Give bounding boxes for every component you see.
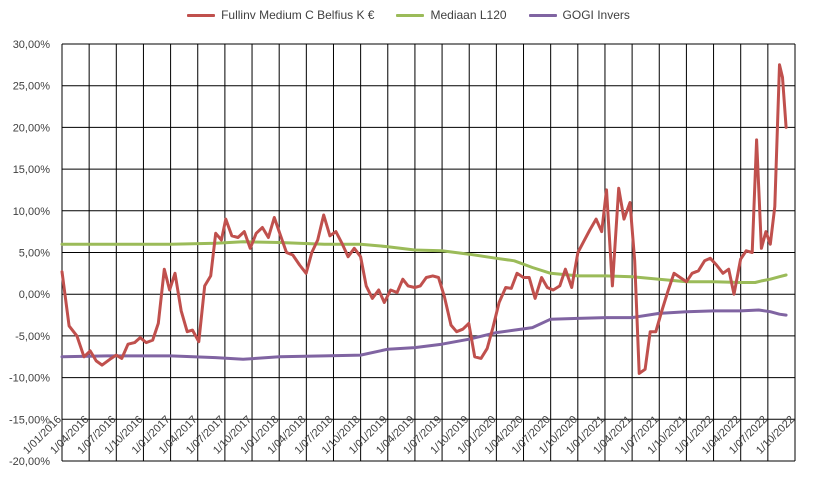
y-tick-label: 15,00% xyxy=(13,164,51,176)
y-tick-label: 10,00% xyxy=(13,206,51,218)
x-axis-labels: 1/01/20161/04/20161/07/20161/10/20161/01… xyxy=(21,414,797,457)
y-tick-label: 5,00% xyxy=(19,248,50,260)
y-tick-label: 20,00% xyxy=(13,122,51,134)
y-tick-label: -20,00% xyxy=(9,456,50,468)
legend-swatch-mediaan xyxy=(396,13,425,17)
y-tick-label: 25,00% xyxy=(13,81,51,93)
legend-swatch-fullinv xyxy=(187,13,216,17)
series-line-2 xyxy=(60,308,788,361)
legend-label-mediaan: Mediaan L120 xyxy=(430,8,507,22)
series-lines xyxy=(60,63,788,375)
legend-label-fullinv: Fullinv Medium C Belfius K € xyxy=(221,8,375,22)
legend-swatch-gogi xyxy=(528,13,557,17)
legend: Fullinv Medium C Belfius K € Mediaan L12… xyxy=(0,6,817,24)
horizontal-gridlines xyxy=(62,43,795,462)
legend-item-mediaan: Mediaan L120 xyxy=(396,6,507,24)
y-axis-labels: 30,00% 25,00% 20,00% 15,00% 10,00% 5,00% 0,00%… xyxy=(9,39,50,468)
series-line-1 xyxy=(60,240,788,284)
y-tick-label: 0,00% xyxy=(19,289,50,301)
legend-item-gogi: GOGI Invers xyxy=(528,6,630,24)
y-tick-label: -15,00% xyxy=(9,414,50,426)
y-tick-label: -5,00% xyxy=(15,331,50,343)
series-line-0 xyxy=(60,63,788,375)
legend-label-gogi: GOGI Invers xyxy=(562,8,630,22)
y-tick-label: -10,00% xyxy=(9,373,50,385)
legend-item-fullinv: Fullinv Medium C Belfius K € xyxy=(187,6,374,24)
y-tick-label: 30,00% xyxy=(13,39,51,51)
